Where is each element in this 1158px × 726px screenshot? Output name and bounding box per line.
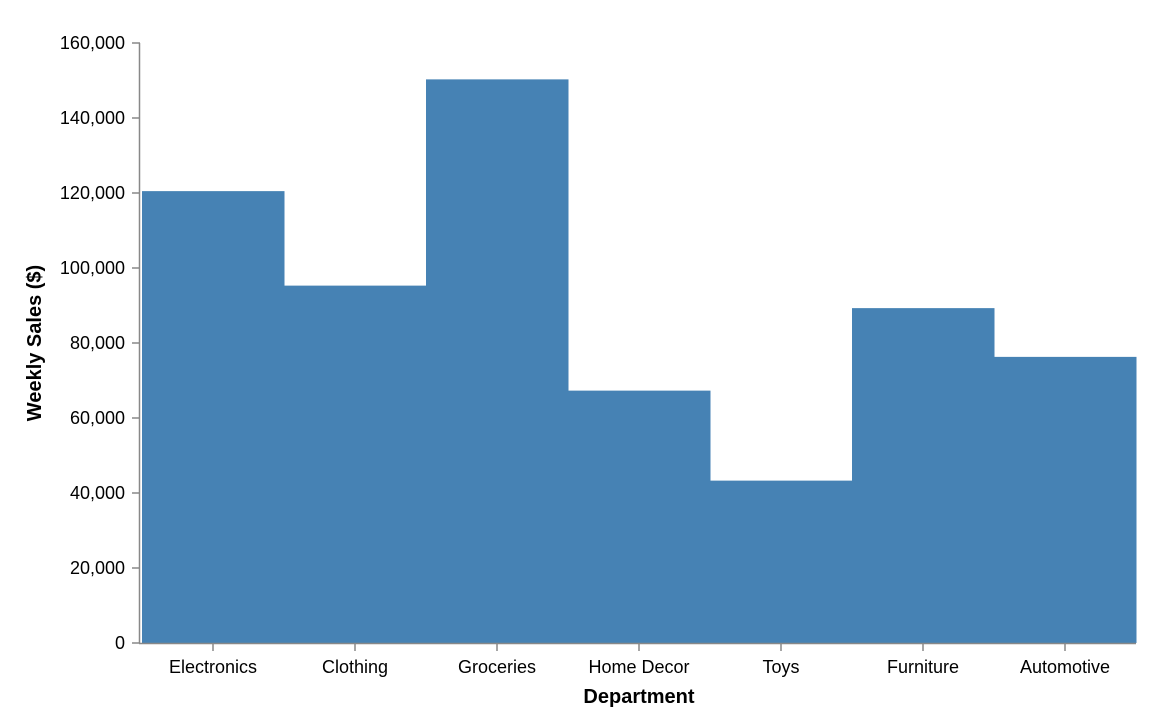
y-tick-label: 160,000	[60, 33, 125, 53]
bar-toys	[710, 480, 853, 643]
y-axis: 0 20,000 40,000 60,000 80,000 100,000 120,000 1…	[60, 33, 141, 653]
bar-groceries	[426, 79, 569, 643]
x-tick-label: Toys	[762, 657, 799, 677]
y-tick-label: 0	[115, 633, 125, 653]
y-tick-label: 80,000	[70, 333, 125, 353]
y-tick-label: 120,000	[60, 183, 125, 203]
bars-group	[142, 79, 1137, 643]
x-tick-label: Furniture	[887, 657, 959, 677]
x-tick-label: Electronics	[169, 657, 257, 677]
bar-furniture	[852, 308, 995, 643]
y-tick-label: 40,000	[70, 483, 125, 503]
y-tick-label: 20,000	[70, 558, 125, 578]
bar-clothing	[284, 285, 427, 643]
bar-home-decor	[568, 390, 711, 643]
x-axis-title: Department	[583, 686, 694, 708]
y-tick-label: 100,000	[60, 258, 125, 278]
x-tick-label: Automotive	[1020, 657, 1110, 677]
bar-electronics	[142, 191, 285, 643]
x-tick-label: Home Decor	[588, 657, 689, 677]
bar-automotive	[994, 356, 1137, 643]
y-tick-label: 140,000	[60, 108, 125, 128]
y-tick-label: 60,000	[70, 408, 125, 428]
y-axis-title: Weekly Sales ($)	[24, 265, 46, 421]
x-tick-label: Groceries	[458, 657, 536, 677]
x-axis: Electronics Clothing Groceries Home Decor To…	[139, 642, 1136, 677]
x-tick-label: Clothing	[322, 657, 388, 677]
